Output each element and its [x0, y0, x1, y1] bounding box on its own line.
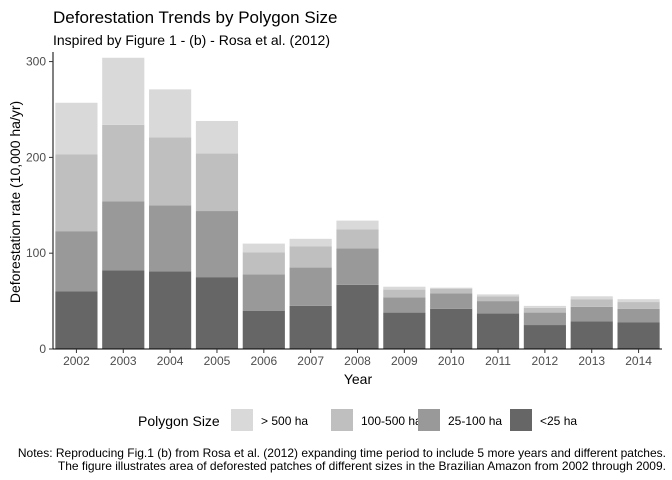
x-tick-label-2012: 2012 [532, 354, 559, 368]
bar-2005-seg-2 [195, 153, 239, 212]
x-tick-label-2013: 2013 [578, 354, 605, 368]
bar-2009-seg-3 [383, 286, 426, 290]
bar-2003-seg-1 [102, 201, 145, 271]
x-tick-label-2009: 2009 [391, 354, 418, 368]
x-axis-label: Year [344, 371, 373, 387]
bar-2009-seg-0 [383, 312, 426, 349]
x-tick-label-2011: 2011 [485, 354, 511, 368]
x-tick-label-2004: 2004 [157, 354, 184, 368]
bar-2012-seg-3 [523, 305, 566, 308]
bar-2014-seg-3 [617, 299, 660, 303]
x-tick-label-2005: 2005 [204, 354, 231, 368]
bar-2009-seg-2 [383, 289, 426, 298]
bar-2010-seg-0 [430, 308, 473, 349]
x-tick-label-2003: 2003 [110, 354, 137, 368]
x-tick-label-2014: 2014 [625, 354, 652, 368]
bar-2010-seg-3 [430, 287, 473, 289]
bar-2002-seg-3 [55, 102, 98, 155]
y-tick-label-300: 300 [26, 55, 46, 69]
bar-2014-seg-2 [617, 302, 660, 309]
bar-2003-seg-0 [102, 270, 145, 349]
bar-2011-seg-3 [476, 294, 520, 297]
bar-2006-seg-3 [242, 243, 285, 253]
chart-subtitle: Inspired by Figure 1 - (b) - Rosa et al.… [53, 32, 330, 48]
axes-layer: 0 100 200 300 2002 2003 2004 2005 2006 2007 2008 20… [26, 52, 662, 368]
bar-2008-seg-0 [336, 284, 379, 349]
bar-2006-seg-1 [242, 274, 285, 311]
bar-2010-seg-1 [430, 293, 473, 309]
bar-2009-seg-1 [383, 297, 426, 313]
notes-line-1: Notes: Reproducing Fig.1 (b) from Rosa e… [17, 446, 666, 460]
legend-label-0: > 500 ha [261, 414, 308, 428]
x-tick-label-2008: 2008 [344, 354, 371, 368]
bar-2006-seg-0 [242, 310, 285, 349]
bar-2005-seg-0 [195, 277, 239, 349]
chart-title: Deforestation Trends by Polygon Size [53, 8, 337, 27]
bar-2004-seg-2 [149, 137, 192, 206]
bar-2003-seg-2 [102, 124, 145, 202]
bar-2011-seg-1 [476, 301, 520, 314]
bar-2012-seg-2 [523, 307, 566, 313]
bar-2011-seg-2 [476, 296, 520, 302]
legend-label-2: 25-100 ha [448, 414, 502, 428]
bar-2008-seg-3 [336, 220, 379, 230]
bar-2008-seg-2 [336, 229, 379, 249]
bar-2013-seg-3 [570, 296, 613, 300]
bar-2013-seg-2 [570, 299, 613, 307]
bar-2004-seg-3 [149, 89, 192, 138]
bar-2008-seg-1 [336, 248, 379, 285]
bar-2002-seg-2 [55, 154, 98, 232]
bar-2006-seg-2 [242, 252, 285, 275]
legend-swatch-1 [331, 409, 353, 431]
legend-label-3: <25 ha [540, 414, 577, 428]
bar-2005-seg-1 [195, 211, 239, 278]
bar-2003-seg-3 [102, 57, 145, 125]
bar-2013-seg-1 [570, 306, 613, 322]
legend: > 500 ha 100-500 ha 25-100 ha <25 ha [231, 409, 577, 431]
bar-2014-seg-0 [617, 322, 660, 349]
notes-line-2: The figure illustrates area of deforeste… [57, 459, 666, 473]
legend-swatch-0 [231, 409, 253, 431]
x-tick-label-2007: 2007 [297, 354, 324, 368]
bar-2012-seg-0 [523, 325, 566, 349]
bar-2011-seg-0 [476, 313, 520, 349]
bar-2004-seg-1 [149, 205, 192, 272]
x-tick-label-2010: 2010 [438, 354, 465, 368]
bar-2014-seg-1 [617, 308, 660, 323]
bar-2012-seg-1 [523, 312, 566, 326]
y-axis-label: Deforestation rate (10,000 ha/yr) [7, 101, 23, 303]
bar-2007-seg-1 [289, 267, 332, 306]
legend-swatch-3 [510, 409, 532, 431]
y-tick-label-0: 0 [39, 342, 46, 356]
y-tick-label-100: 100 [26, 246, 46, 260]
legend-swatch-2 [418, 409, 440, 431]
bar-2002-seg-0 [55, 291, 98, 349]
legend-label-1: 100-500 ha [361, 414, 422, 428]
bar-2004-seg-0 [149, 271, 192, 349]
x-tick-label-2006: 2006 [250, 354, 277, 368]
bar-2013-seg-0 [570, 321, 613, 349]
bar-2007-seg-2 [289, 246, 332, 268]
bar-2007-seg-3 [289, 238, 332, 247]
bar-2002-seg-1 [55, 231, 98, 292]
bars-layer [55, 57, 660, 349]
bar-2010-seg-2 [430, 288, 473, 294]
bar-2007-seg-0 [289, 305, 332, 349]
legend-title: Polygon Size [138, 413, 220, 429]
y-tick-label-200: 200 [26, 150, 46, 164]
bar-2005-seg-3 [195, 120, 239, 154]
x-tick-label-2002: 2002 [63, 354, 90, 368]
